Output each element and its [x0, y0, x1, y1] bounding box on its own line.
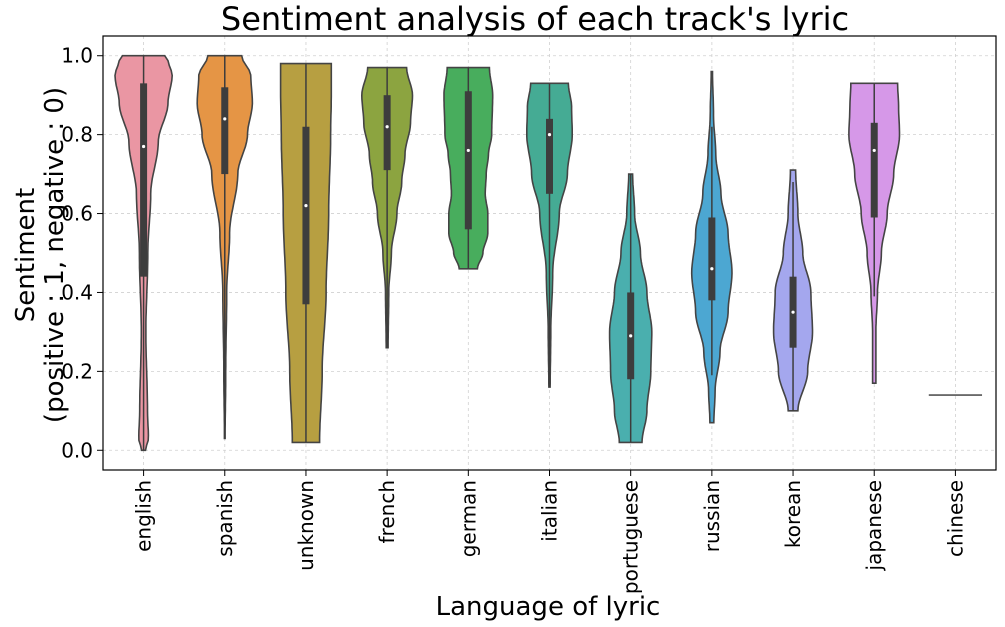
- violin-iqr-box: [302, 126, 310, 305]
- violin-japanese: [848, 82, 901, 384]
- violins: [114, 54, 983, 452]
- x-tick-label: english: [132, 480, 156, 552]
- x-tick-label: italian: [538, 480, 562, 542]
- x-axis-label: Language of lyric: [436, 592, 661, 622]
- violin-median: [629, 334, 633, 338]
- violin-median: [385, 125, 389, 129]
- violin-median: [223, 117, 227, 121]
- y-axis: 0.0 0.2 0.4 0.6 0.8 1.0: [61, 44, 103, 462]
- x-tick-label: japanese: [862, 480, 886, 571]
- violin-median: [304, 204, 308, 208]
- y-tick-label: 1.0: [61, 44, 93, 68]
- violin-iqr-box: [221, 87, 229, 175]
- violin-iqr-box: [464, 91, 472, 230]
- y-tick-label: 0.6: [61, 202, 93, 226]
- violin-spanish: [196, 54, 254, 440]
- chart-title: Sentiment analysis of each track's lyric: [221, 0, 849, 38]
- x-axis: english spanish unknown french german italian…: [132, 470, 967, 594]
- violin-iqr-box: [140, 83, 148, 277]
- x-tick-label: portuguese: [619, 480, 643, 594]
- violin-unknown: [279, 62, 333, 444]
- violin-median: [872, 148, 876, 153]
- violin-iqr-box: [870, 122, 878, 218]
- violin-median: [710, 267, 714, 271]
- violin-german: [443, 66, 494, 270]
- x-tick-label: spanish: [213, 480, 237, 557]
- violin-iqr-box: [383, 95, 391, 171]
- y-tick-label: 0.4: [61, 280, 93, 304]
- violin-english: [114, 54, 174, 452]
- violin-median: [791, 310, 795, 314]
- y-tick-label: 0.8: [61, 123, 93, 147]
- x-tick-label: unknown: [294, 480, 318, 571]
- y-axis-label-line2: (positive : 1, negative : 0): [40, 87, 70, 423]
- violin-french: [360, 66, 414, 349]
- y-axis-label-line1: Sentiment: [11, 188, 41, 322]
- violin-median: [141, 144, 146, 149]
- violin-portuguese: [608, 173, 653, 444]
- y-tick-label: 0.2: [61, 359, 93, 383]
- violin-russian: [690, 70, 733, 424]
- violin-iqr-box: [546, 118, 553, 194]
- x-tick-label: german: [456, 480, 480, 557]
- y-tick-label: 0.0: [61, 438, 93, 462]
- violin-median: [466, 148, 470, 153]
- violin-median: [547, 133, 552, 137]
- x-tick-label: russian: [700, 480, 724, 552]
- violin-italian: [526, 82, 573, 388]
- x-tick-label: korean: [781, 480, 805, 548]
- violin-korean: [772, 169, 814, 412]
- x-tick-label: chinese: [943, 480, 967, 557]
- x-tick-label: french: [375, 480, 399, 543]
- violin-iqr-box: [708, 217, 716, 301]
